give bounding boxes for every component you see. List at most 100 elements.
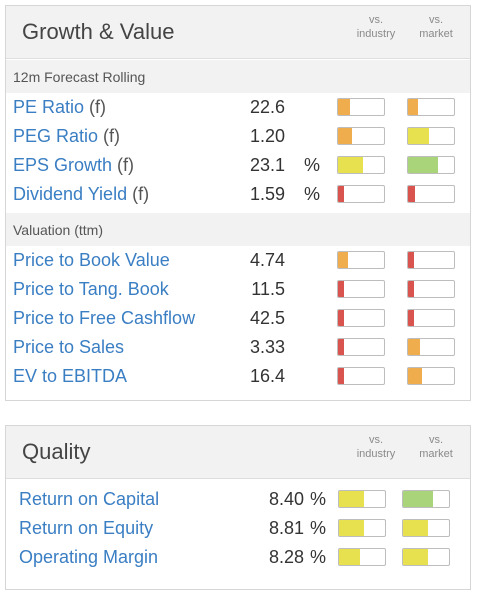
metric-value: 3.33 (249, 337, 285, 357)
vs-industry-bar (338, 490, 386, 508)
metric-row-operating-margin: Operating Margin 8.28% (6, 544, 470, 573)
vs-market-bar-fill (408, 157, 438, 173)
metric-row-pe-ratio: PE Ratio (f) 22.6 (6, 94, 470, 123)
metric-value: 8.40 (268, 489, 304, 509)
metric-value: 42.5 (249, 308, 285, 328)
vs-market-bar-fill (408, 368, 422, 384)
metric-suffix: (f) (112, 155, 135, 175)
vs-industry-bar (337, 185, 385, 203)
metric-label: PEG Ratio (13, 126, 99, 146)
vs-industry-bar (338, 519, 386, 537)
vs-industry-bar-fill (338, 368, 344, 384)
metric-value: 8.28 (268, 547, 304, 567)
metric-value: 16.4 (249, 366, 285, 386)
metric-row-dividend-yield: Dividend Yield (f) 1.59% (6, 181, 470, 210)
metric-label: Operating Margin (19, 547, 159, 567)
metric-link[interactable]: Price to Tang. Book (13, 279, 169, 300)
metric-link[interactable]: EPS Growth (f) (13, 155, 134, 176)
metric-suffix: (f) (98, 126, 121, 146)
vs-industry-bar (337, 309, 385, 327)
metric-label: Price to Book Value (13, 250, 170, 270)
metric-suffix: (f) (84, 97, 107, 117)
metric-link[interactable]: Dividend Yield (f) (13, 184, 149, 205)
section-header-12m-forecast-rolling: 12m Forecast Rolling (6, 60, 470, 93)
metric-label: Price to Tang. Book (13, 279, 169, 299)
metric-label: Price to Sales (13, 337, 125, 357)
vs-market-bar (407, 98, 455, 116)
vs-industry-bar (337, 251, 385, 269)
metric-row-price-to-book-value: Price to Book Value 4.74 (6, 247, 470, 276)
metric-row-eps-growth: EPS Growth (f) 23.1% (6, 152, 470, 181)
metric-link[interactable]: PE Ratio (f) (13, 97, 106, 118)
metric-link[interactable]: Return on Equity (19, 518, 153, 539)
metric-unit: % (304, 184, 321, 204)
metric-suffix: (f) (127, 184, 150, 204)
metric-link[interactable]: Price to Sales (13, 337, 124, 358)
growth-value-panel: Growth & Value vs. industry vs. market 1… (5, 5, 471, 401)
vs-market-column-header: vs. market (419, 434, 453, 460)
metric-label: PE Ratio (13, 97, 85, 117)
vs-market-bar (407, 309, 455, 327)
vs-industry-bar-fill (338, 252, 349, 268)
vs-market-bar (407, 127, 455, 145)
vs-industry-bar (337, 280, 385, 298)
growth-value-header: Growth & Value vs. industry vs. market (6, 6, 470, 59)
metric-label: Return on Capital (19, 489, 160, 509)
panel-title: Growth & Value (22, 19, 175, 44)
vs-market-bar (407, 251, 455, 269)
metric-unit: % (310, 489, 327, 509)
metric-value: 23.1 (249, 155, 285, 175)
metric-link[interactable]: Operating Margin (19, 547, 158, 568)
vs-market-bar (402, 548, 450, 566)
vs-market-bar-fill (408, 339, 420, 355)
metric-unit: % (310, 547, 327, 567)
metric-row-return-on-capital: Return on Capital 8.40% (6, 486, 470, 515)
metric-link[interactable]: PEG Ratio (f) (13, 126, 120, 147)
metric-link[interactable]: EV to EBITDA (13, 366, 127, 387)
vs-industry-bar-fill (338, 281, 345, 297)
vs-market-bar-fill (408, 281, 414, 297)
metric-unit: % (310, 518, 327, 538)
section-label: Valuation (ttm) (13, 222, 103, 238)
metric-value: 11.5 (251, 279, 285, 299)
vs-industry-bar (337, 338, 385, 356)
vs-market-bar-fill (403, 491, 433, 507)
vs-market-bar-fill (403, 520, 429, 536)
vs-market-bar-fill (408, 186, 415, 202)
vs-market-bar (407, 185, 455, 203)
section-label: 12m Forecast Rolling (13, 69, 146, 85)
quality-header: Quality vs. industry vs. market (6, 426, 470, 479)
section-header-valuation-ttm: Valuation (ttm) (6, 213, 470, 246)
metric-link[interactable]: Price to Free Cashflow (13, 308, 195, 329)
metric-value: 1.59 (249, 184, 285, 204)
metric-label: Price to Free Cashflow (13, 308, 196, 328)
metric-value: 22.6 (249, 97, 285, 117)
metric-row-ev-to-ebitda: EV to EBITDA 16.4 (6, 363, 470, 392)
vs-market-column-header: vs. market (419, 14, 453, 40)
vs-market-bar (407, 156, 455, 174)
metric-row-price-to-sales: Price to Sales 3.33 (6, 334, 470, 363)
vs-industry-bar (337, 367, 385, 385)
vs-industry-bar-fill (339, 520, 365, 536)
vs-market-bar (402, 490, 450, 508)
panel-title: Quality (22, 439, 91, 464)
metric-label: EV to EBITDA (13, 366, 128, 386)
vs-industry-bar (337, 98, 385, 116)
vs-industry-bar-fill (338, 310, 345, 326)
metric-row-price-to-free-cashflow: Price to Free Cashflow 42.5 (6, 305, 470, 334)
metric-label: Dividend Yield (13, 184, 128, 204)
vs-market-bar (407, 280, 455, 298)
vs-industry-bar-fill (338, 186, 344, 202)
vs-market-bar (402, 519, 450, 537)
vs-industry-column-header: vs. industry (356, 434, 396, 460)
metric-row-return-on-equity: Return on Equity 8.81% (6, 515, 470, 544)
vs-market-bar-fill (408, 252, 414, 268)
metric-link[interactable]: Return on Capital (19, 489, 159, 510)
metric-value: 1.20 (249, 126, 285, 146)
metric-row-price-to-tang-book: Price to Tang. Book 11.5 (6, 276, 470, 305)
vs-industry-bar-fill (338, 128, 352, 144)
metric-row-peg-ratio: PEG Ratio (f) 1.20 (6, 123, 470, 152)
vs-market-bar-fill (408, 128, 429, 144)
vs-market-bar-fill (403, 549, 429, 565)
metric-link[interactable]: Price to Book Value (13, 250, 170, 271)
